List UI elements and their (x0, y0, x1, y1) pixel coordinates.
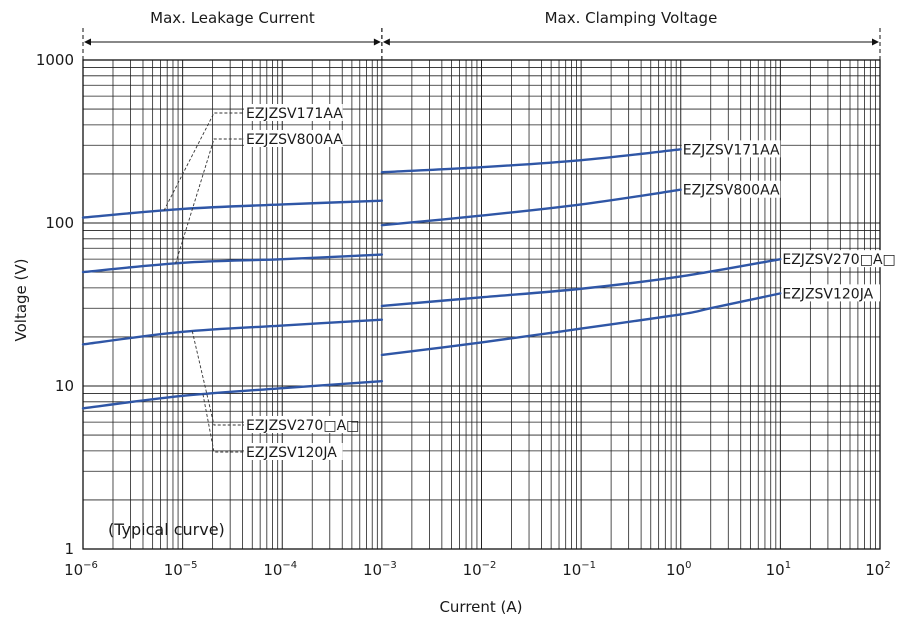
series-curves (81, 148, 782, 410)
x-tick-base: 10 (64, 561, 83, 579)
x-tick-exponent: −1 (581, 560, 596, 571)
callout-label: EZJZSV171AA (246, 106, 343, 122)
clamping-label: EZJZSV270□A□ (782, 252, 895, 268)
leakage-curve (81, 318, 384, 346)
callout-leader (202, 394, 244, 453)
clamping-label-bg (781, 250, 889, 268)
x-tick-label: 100 (666, 560, 691, 579)
section-headers: Max. Leakage Current Max. Clamping Voltag… (82, 9, 881, 60)
callout-label: EZJZSV800AA (246, 132, 343, 148)
section-arrowhead (373, 38, 381, 46)
y-tick-label: 1000 (36, 51, 74, 69)
leakage-curve (81, 253, 384, 274)
x-tick-exponent: −5 (183, 560, 198, 571)
callout-leader (191, 331, 244, 426)
x-tick-exponent: 1 (785, 560, 791, 571)
clamping-labels: EZJZSV171AA EZJZSV800AA EZJZSV270□A□ EZJZSV… (681, 140, 896, 302)
x-tick-base: 10 (164, 561, 183, 579)
clamping-curve (380, 188, 682, 227)
x-axis-title: Current (A) (439, 598, 522, 616)
x-tick-exponent: −3 (382, 560, 397, 571)
typical-curve-note: (Typical curve) (108, 520, 225, 539)
clamping-label-bg (681, 180, 781, 198)
clamping-label-bg (781, 284, 880, 302)
callout-label: EZJZSV270□A□ (246, 418, 359, 434)
x-tick-label: 10−6 (64, 560, 98, 579)
clamping-curve (380, 292, 782, 357)
x-tick-label: 102 (865, 560, 890, 579)
callout-label-bg (244, 443, 343, 460)
x-tick-label: 10−5 (164, 560, 198, 579)
section-arrowhead (872, 38, 879, 46)
section-title: Max. Leakage Current (150, 9, 315, 27)
x-tick-base: 10 (865, 561, 884, 579)
callout-leader (175, 138, 244, 264)
x-tick-base: 10 (666, 561, 685, 579)
clamping-label-bg (681, 140, 781, 158)
x-tick-label: 10−3 (363, 560, 397, 579)
x-tick-base: 10 (766, 561, 785, 579)
callout-label-bg (244, 130, 343, 147)
y-axis-title: Voltage (V) (12, 259, 30, 342)
x-tick-label: 10−1 (562, 560, 596, 579)
callout-label-bg (244, 416, 352, 433)
clamping-label: EZJZSV171AA (683, 142, 780, 158)
clamping-label: EZJZSV120JA (782, 286, 873, 302)
x-tick-base: 10 (363, 561, 382, 579)
clamping-curve (380, 148, 682, 174)
x-tick-exponent: −4 (282, 560, 297, 571)
x-tick-label: 10−4 (263, 560, 297, 579)
x-tick-label: 101 (766, 560, 791, 579)
section-arrowhead (382, 38, 390, 46)
clamping-label: EZJZSV800AA (683, 183, 780, 199)
plot-border (82, 59, 881, 550)
callout-label-bg (244, 104, 343, 121)
leakage-curve (81, 199, 384, 219)
x-tick-exponent: −6 (83, 560, 98, 571)
leakage-curve (81, 380, 384, 410)
section-arrowhead (84, 38, 91, 46)
section-title: Max. Clamping Voltage (545, 9, 718, 27)
x-tick-base: 10 (263, 561, 282, 579)
y-tick-label: 100 (45, 214, 74, 232)
x-tick-base: 10 (562, 561, 581, 579)
x-tick-exponent: 2 (884, 560, 890, 571)
callout-label: EZJZSV120JA (246, 445, 337, 461)
grid-lines (82, 60, 880, 550)
leakage-callouts: EZJZSV171AA EZJZSV800AA EZJZSV270□A□ EZJZSV… (163, 104, 359, 461)
clamping-curve (380, 257, 782, 308)
callout-leader (163, 112, 244, 211)
plot-frame (82, 59, 881, 550)
x-tick-base: 10 (463, 561, 482, 579)
x-tick-exponent: 0 (685, 560, 691, 571)
x-tick-exponent: −2 (482, 560, 497, 571)
y-tick-label: 1 (64, 540, 74, 558)
x-tick-label: 10−2 (463, 560, 497, 579)
y-tick-label: 10 (55, 377, 74, 395)
